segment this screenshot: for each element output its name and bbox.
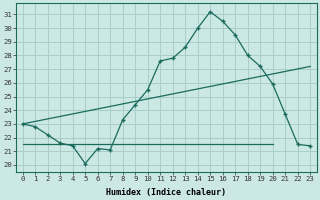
X-axis label: Humidex (Indice chaleur): Humidex (Indice chaleur) (107, 188, 227, 197)
